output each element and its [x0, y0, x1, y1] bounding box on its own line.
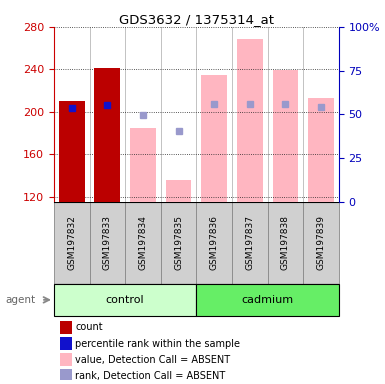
Bar [237, 38, 263, 202]
Bar [196, 202, 232, 284]
Text: control: control [106, 295, 144, 305]
Bar [90, 202, 125, 284]
Bar [201, 74, 227, 202]
Text: rank, Detection Call = ABSENT: rank, Detection Call = ABSENT [75, 371, 226, 381]
Text: value, Detection Call = ABSENT: value, Detection Call = ABSENT [75, 354, 230, 364]
Bar [196, 284, 339, 316]
Title: GDS3632 / 1375314_at: GDS3632 / 1375314_at [119, 13, 274, 26]
Bar [130, 128, 156, 202]
Text: count: count [75, 323, 103, 333]
Text: GSM197835: GSM197835 [174, 215, 183, 270]
Bar [60, 321, 72, 334]
Bar [308, 98, 334, 202]
Text: GSM197834: GSM197834 [139, 215, 147, 270]
Text: GSM197832: GSM197832 [67, 215, 76, 270]
Bar [303, 202, 339, 284]
Bar [54, 202, 90, 284]
Bar [54, 284, 196, 316]
Text: GSM197833: GSM197833 [103, 215, 112, 270]
Bar [60, 369, 72, 382]
Bar [268, 202, 303, 284]
Bar [125, 202, 161, 284]
Bar [166, 180, 191, 202]
Bar [60, 353, 72, 366]
Text: GSM197838: GSM197838 [281, 215, 290, 270]
Text: percentile rank within the sample: percentile rank within the sample [75, 339, 240, 349]
Bar [161, 202, 196, 284]
Text: agent: agent [5, 295, 35, 305]
Bar [94, 68, 120, 202]
Text: GSM197839: GSM197839 [316, 215, 325, 270]
Text: GSM197837: GSM197837 [245, 215, 254, 270]
Bar [60, 337, 72, 350]
Bar [232, 202, 268, 284]
Text: cadmium: cadmium [241, 295, 294, 305]
Text: GSM197836: GSM197836 [210, 215, 219, 270]
Bar [273, 70, 298, 202]
Bar [59, 101, 85, 202]
